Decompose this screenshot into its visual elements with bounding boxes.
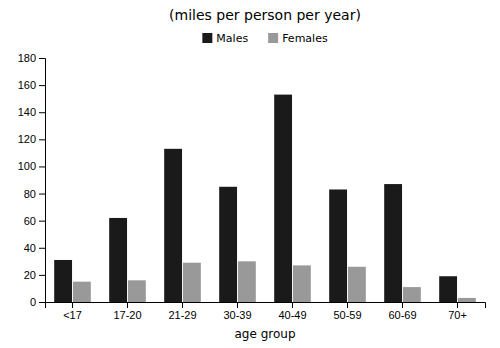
tick: 17-20 xyxy=(113,302,141,321)
tick: 40-49 xyxy=(278,302,306,321)
tick-label: 140 xyxy=(18,106,36,118)
bar xyxy=(384,184,402,302)
tick: 60 xyxy=(24,215,45,227)
title: (miles per person per year) xyxy=(169,7,361,23)
y-axis: 0 20 40 60 80 100 120 140 160 180 xyxy=(18,52,46,308)
tick-mark xyxy=(39,302,45,303)
bar xyxy=(73,282,91,302)
tick-mark xyxy=(39,85,45,86)
axis-line xyxy=(39,59,46,303)
x-axis: <17 17-20 21-29 30-39 40-49 50-59 60-69 70+ xyxy=(46,302,486,321)
tick: 180 xyxy=(18,52,45,64)
tick-label: 17-20 xyxy=(113,309,141,321)
bars xyxy=(54,95,476,302)
bar xyxy=(164,149,182,302)
bar xyxy=(54,260,72,302)
chart: <17 17-20 21-29 30-39 40-49 50-59 60-69 70+ 0 20 4… xyxy=(0,0,500,348)
tick: 50-59 xyxy=(333,302,361,321)
legend-label: Females xyxy=(282,32,328,45)
tick: 30-39 xyxy=(223,302,251,321)
tick: 160 xyxy=(18,79,45,91)
tick-mark xyxy=(39,248,45,249)
tick-label: 60 xyxy=(24,215,36,227)
tick: 40 xyxy=(24,242,45,254)
tick-label: 21-29 xyxy=(168,309,196,321)
bar xyxy=(109,218,127,302)
bar xyxy=(274,95,292,302)
x-axis-title: age group xyxy=(234,327,295,341)
legend: Males Females xyxy=(202,32,328,45)
tick-label: 60-69 xyxy=(388,309,416,321)
tick-mark xyxy=(182,302,183,308)
tick-label: 160 xyxy=(18,79,36,91)
bar xyxy=(238,261,256,302)
tick-mark xyxy=(39,58,45,59)
tick-mark xyxy=(72,302,73,308)
tick-mark xyxy=(39,112,45,113)
tick-mark xyxy=(39,221,45,222)
tick-mark xyxy=(39,194,45,195)
bar xyxy=(348,267,366,302)
tick-mark xyxy=(402,302,403,308)
bar xyxy=(219,187,237,302)
legend-swatch xyxy=(268,33,278,43)
tick: 20 xyxy=(24,269,45,281)
tick: 120 xyxy=(18,133,45,145)
legend-item: Males xyxy=(202,32,248,45)
tick: 100 xyxy=(18,160,45,172)
tick-mark xyxy=(237,302,238,308)
bar-series xyxy=(73,261,476,302)
bar xyxy=(458,298,476,302)
tick: 21-29 xyxy=(168,302,196,321)
bar xyxy=(329,189,347,302)
bar-series xyxy=(54,95,457,302)
bar xyxy=(403,287,421,302)
tick-label: 180 xyxy=(18,52,36,64)
legend-item: Females xyxy=(268,32,328,45)
tick: 0 xyxy=(30,296,45,308)
tick: <17 xyxy=(63,302,82,321)
bar xyxy=(128,280,146,302)
tick-label: 20 xyxy=(24,269,36,281)
plot-area: <17 17-20 21-29 30-39 40-49 50-59 60-69 70+ 0 20 4… xyxy=(18,52,486,321)
tick-label: 40 xyxy=(24,242,36,254)
bar xyxy=(183,263,201,302)
tick-mark xyxy=(127,302,128,308)
tick-mark xyxy=(39,166,45,167)
tick-mark xyxy=(39,275,45,276)
tick-mark xyxy=(347,302,348,308)
tick-label: <17 xyxy=(63,309,82,321)
tick-mark xyxy=(292,302,293,308)
tick-label: 0 xyxy=(30,296,36,308)
tick-label: 70+ xyxy=(448,309,467,321)
tick-label: 100 xyxy=(18,160,36,172)
bar xyxy=(439,276,457,302)
tick-label: 80 xyxy=(24,188,36,200)
tick-label: 120 xyxy=(18,133,36,145)
tick: 60-69 xyxy=(388,302,416,321)
legend-label: Males xyxy=(216,32,248,45)
axis-line xyxy=(46,303,486,309)
tick: 70+ xyxy=(448,302,467,321)
tick-label: 50-59 xyxy=(333,309,361,321)
tick-label: 40-49 xyxy=(278,309,306,321)
legend-swatch xyxy=(202,33,212,43)
tick: 140 xyxy=(18,106,45,118)
tick-label: 30-39 xyxy=(223,309,251,321)
tick-mark xyxy=(457,302,458,308)
tick: 80 xyxy=(24,188,45,200)
tick-mark xyxy=(39,139,45,140)
bar xyxy=(293,265,311,302)
